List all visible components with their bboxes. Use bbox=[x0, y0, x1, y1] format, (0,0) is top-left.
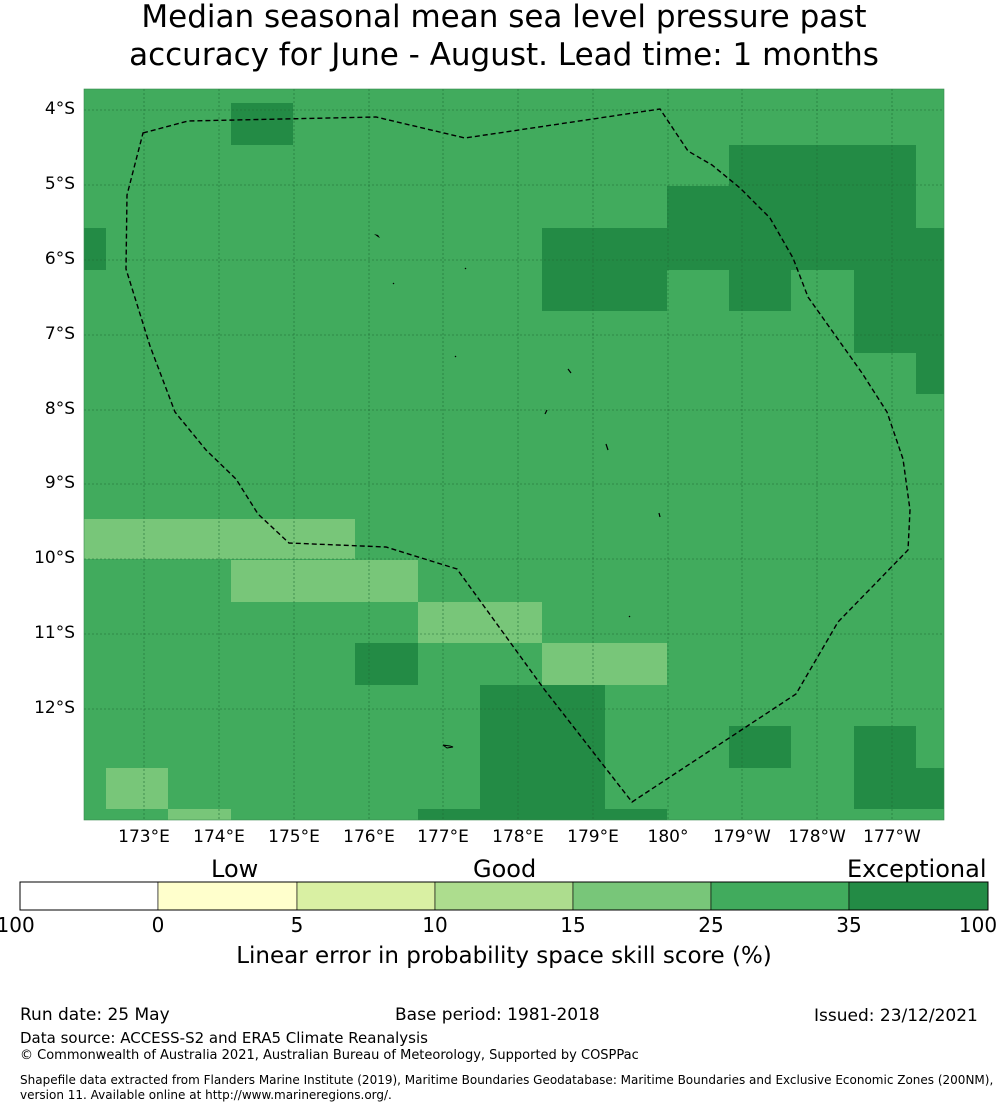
colorbar-segment bbox=[848, 881, 989, 911]
longitude-label: 177°W bbox=[863, 827, 921, 847]
data-source: Data source: ACCESS-S2 and ERA5 Climate … bbox=[20, 1029, 428, 1047]
map-title-line-2: accuracy for June - August. Lead time: 1… bbox=[129, 37, 879, 73]
skill-cell-high bbox=[418, 809, 480, 820]
run-date: Run date: 25 May bbox=[20, 1005, 170, 1025]
latitude-label: 5°S bbox=[44, 174, 75, 194]
map-frame bbox=[83, 88, 945, 821]
skill-cell-high bbox=[667, 228, 944, 270]
island-outlines bbox=[374, 234, 661, 749]
island bbox=[464, 267, 467, 270]
skill-cell-high bbox=[231, 103, 293, 145]
longitude-label: 178°W bbox=[788, 827, 846, 847]
latitude-label: 11°S bbox=[34, 623, 75, 643]
skill-cell-high bbox=[84, 228, 106, 270]
latitude-label: 8°S bbox=[44, 399, 75, 419]
eez-boundary bbox=[125, 108, 911, 803]
base-period: Base period: 1981-2018 bbox=[395, 1005, 600, 1025]
colorbar-tick-label: 25 bbox=[698, 913, 724, 937]
longitude-label: 180° bbox=[647, 827, 689, 847]
latitude-label: 4°S bbox=[44, 99, 75, 119]
skill-cell-mid bbox=[106, 768, 168, 809]
skill-cell-mid bbox=[542, 643, 667, 685]
colorbar-tick-label: 5 bbox=[290, 913, 304, 937]
longitude-label: 173°E bbox=[118, 827, 170, 847]
colorbar-tick-label: 10 bbox=[422, 913, 448, 937]
skill-cell-high bbox=[729, 270, 791, 311]
skill-cell-high bbox=[854, 726, 916, 809]
skill-cell-high bbox=[916, 353, 944, 394]
colorbar-category-exceptional: Exceptional bbox=[847, 855, 987, 883]
latitude-label: 6°S bbox=[44, 249, 75, 269]
colorbar-tick-label: -100 bbox=[0, 913, 35, 937]
shapefile-attribution-line-2: version 11. Available online at http://w… bbox=[20, 1088, 392, 1102]
colorbar-category-low: Low bbox=[211, 855, 259, 883]
colorbar-segment bbox=[434, 881, 574, 911]
longitude-label: 176°E bbox=[343, 827, 395, 847]
latitude-label: 9°S bbox=[44, 473, 75, 493]
island bbox=[454, 355, 457, 358]
skill-cell-high bbox=[355, 643, 418, 685]
longitude-label: 179°E bbox=[567, 827, 619, 847]
latitude-label: 10°S bbox=[34, 548, 75, 568]
island bbox=[544, 409, 548, 415]
colorbar-tick-label: 0 bbox=[151, 913, 165, 937]
skill-cell-high bbox=[729, 145, 916, 186]
skill-cell-high bbox=[480, 685, 605, 820]
island bbox=[442, 744, 454, 749]
map-gridlines bbox=[84, 89, 944, 820]
colorbar-segment bbox=[296, 881, 436, 911]
colorbar-label: Linear error in probability space skill … bbox=[236, 943, 772, 969]
map-title-line-1: Median seasonal mean sea level pressure … bbox=[141, 0, 867, 35]
colorbar-segment bbox=[19, 881, 159, 911]
colorbar-outline bbox=[19, 881, 989, 911]
island bbox=[567, 368, 572, 374]
skill-cell-high bbox=[916, 768, 944, 809]
colorbar-category-good: Good bbox=[473, 855, 537, 883]
skill-cell-high bbox=[542, 228, 667, 311]
longitude-label: 174°E bbox=[193, 827, 245, 847]
longitude-label: 177°E bbox=[417, 827, 469, 847]
latitude-label: 12°S bbox=[34, 698, 75, 718]
copyright-notice: © Commonwealth of Australia 2021, Austra… bbox=[20, 1048, 639, 1063]
latitude-label: 7°S bbox=[44, 324, 75, 344]
skill-cell-mid bbox=[418, 602, 542, 643]
colorbar bbox=[19, 881, 989, 911]
skill-cell-mid bbox=[84, 519, 355, 559]
longitude-label: 179°W bbox=[713, 827, 771, 847]
skill-cell-mid bbox=[231, 560, 418, 602]
shapefile-attribution-line-1: Shapefile data extracted from Flanders M… bbox=[20, 1073, 994, 1087]
skill-cell-high bbox=[605, 809, 667, 820]
island bbox=[605, 443, 609, 451]
map-grid-cells bbox=[84, 89, 944, 820]
colorbar-tick-label: 100 bbox=[958, 913, 998, 937]
colorbar-tick-label: 15 bbox=[560, 913, 586, 937]
issued-date: Issued: 23/12/2021 bbox=[814, 1006, 978, 1026]
island bbox=[628, 615, 631, 618]
island bbox=[658, 512, 661, 518]
colorbar-tick-label: 35 bbox=[836, 913, 862, 937]
colorbar-segment bbox=[157, 881, 298, 911]
skill-cell-high bbox=[667, 186, 916, 228]
longitude-label: 175°E bbox=[268, 827, 320, 847]
colorbar-segment bbox=[572, 881, 712, 911]
longitude-label: 178°E bbox=[492, 827, 544, 847]
skill-cell-high bbox=[729, 726, 791, 768]
skill-cell-mid bbox=[168, 809, 231, 820]
colorbar-segment bbox=[710, 881, 850, 911]
skill-cell-high bbox=[854, 270, 944, 353]
island bbox=[392, 282, 395, 285]
island bbox=[374, 234, 380, 238]
